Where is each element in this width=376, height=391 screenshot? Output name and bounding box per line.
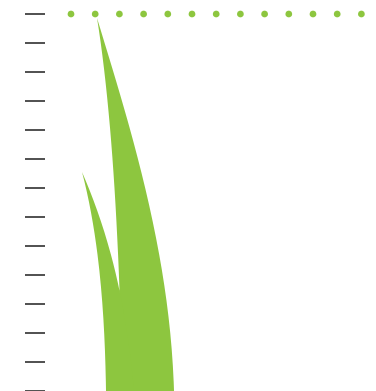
target-dot <box>358 10 365 18</box>
target-dot <box>116 10 123 18</box>
target-dot <box>91 10 99 18</box>
target-dot <box>261 10 268 18</box>
grass-blade-tall <box>97 18 174 391</box>
target-dot <box>285 10 293 18</box>
height-ruler <box>25 13 45 391</box>
target-dot <box>67 10 75 18</box>
grass-blades <box>82 18 174 391</box>
target-dot <box>333 10 341 18</box>
target-dot <box>140 10 148 18</box>
target-dot <box>237 10 244 18</box>
target-dot <box>188 10 196 18</box>
dotted-target-line <box>67 10 365 18</box>
target-dot <box>309 10 317 18</box>
grass-blade-short <box>82 172 134 391</box>
target-dot <box>164 10 172 18</box>
target-dot <box>212 10 220 18</box>
